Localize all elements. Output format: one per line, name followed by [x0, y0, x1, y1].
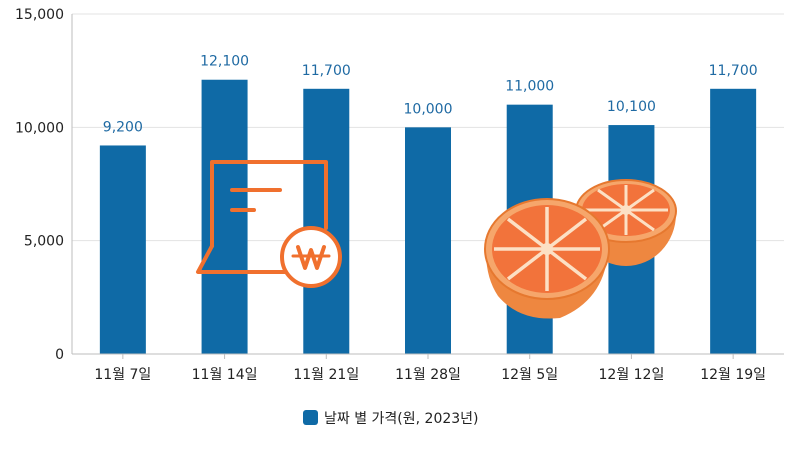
x-tick-label: 11월 21일	[293, 367, 359, 383]
y-tick-label: 15,000	[15, 7, 64, 23]
x-tick-label: 12월 5일	[501, 367, 558, 383]
data-label: 11,700	[302, 63, 351, 79]
legend-swatch	[303, 410, 318, 425]
legend-label: 날짜 별 가격(원, 2023년)	[324, 411, 479, 427]
data-label: 12,100	[200, 54, 249, 70]
data-labels: 9,200 12,100 11,700 10,000 11,000 10,100 11,70…	[103, 54, 758, 136]
bar	[201, 79, 248, 354]
y-tick-label: 10,000	[15, 120, 64, 136]
bar	[99, 145, 146, 354]
x-tick-label: 11월 7일	[94, 367, 151, 383]
x-tick-label: 11월 14일	[192, 367, 258, 383]
x-tick-label: 12월 12일	[599, 367, 665, 383]
legend: 날짜 별 가격(원, 2023년)	[303, 410, 479, 427]
x-axis: 11월 7일 11월 14일 11월 21일 11월 28일 12월 5일 12월 12일…	[72, 353, 784, 383]
y-axis: 0 5,000 10,000 15,000	[15, 7, 73, 363]
data-label: 10,000	[404, 101, 453, 117]
data-label: 9,200	[103, 119, 143, 135]
bar	[405, 127, 451, 354]
y-tick-label: 0	[55, 347, 64, 363]
y-tick-label: 5,000	[24, 234, 64, 250]
data-label: 11,000	[505, 79, 554, 95]
data-label: 10,100	[607, 99, 656, 115]
x-tick-label: 12월 19일	[700, 367, 766, 383]
x-tick-label: 11월 28일	[395, 367, 461, 383]
orange-halves-illustration	[484, 179, 677, 319]
data-label: 11,700	[709, 63, 758, 79]
price-receipt-won-icon	[196, 160, 342, 288]
bar	[710, 88, 757, 355]
